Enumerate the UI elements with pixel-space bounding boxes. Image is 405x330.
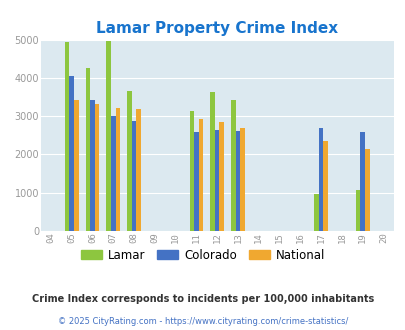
Text: Crime Index corresponds to incidents per 100,000 inhabitants: Crime Index corresponds to incidents per… (32, 294, 373, 304)
Bar (313, 194, 318, 231)
Bar (214, 130, 219, 231)
Bar (85, 68, 90, 231)
Bar (219, 121, 224, 231)
Bar (235, 131, 240, 231)
Bar (194, 132, 198, 231)
Text: © 2025 CityRating.com - https://www.cityrating.com/crime-statistics/: © 2025 CityRating.com - https://www.city… (58, 317, 347, 326)
Bar (90, 100, 95, 231)
Bar (318, 128, 323, 231)
Bar (95, 104, 99, 231)
Bar (210, 92, 214, 231)
Title: Lamar Property Crime Index: Lamar Property Crime Index (96, 21, 337, 36)
Legend: Lamar, Colorado, National: Lamar, Colorado, National (76, 244, 329, 266)
Bar (65, 42, 69, 231)
Bar (198, 119, 203, 231)
Bar (364, 149, 369, 231)
Bar (323, 141, 327, 231)
Bar (240, 128, 244, 231)
Bar (189, 111, 194, 231)
Bar (106, 41, 111, 231)
Bar (360, 132, 364, 231)
Bar (136, 109, 141, 231)
Bar (127, 91, 132, 231)
Bar (111, 116, 115, 231)
Bar (355, 190, 360, 231)
Bar (230, 100, 235, 231)
Bar (115, 108, 120, 231)
Bar (74, 100, 79, 231)
Bar (132, 121, 136, 231)
Bar (69, 76, 74, 231)
